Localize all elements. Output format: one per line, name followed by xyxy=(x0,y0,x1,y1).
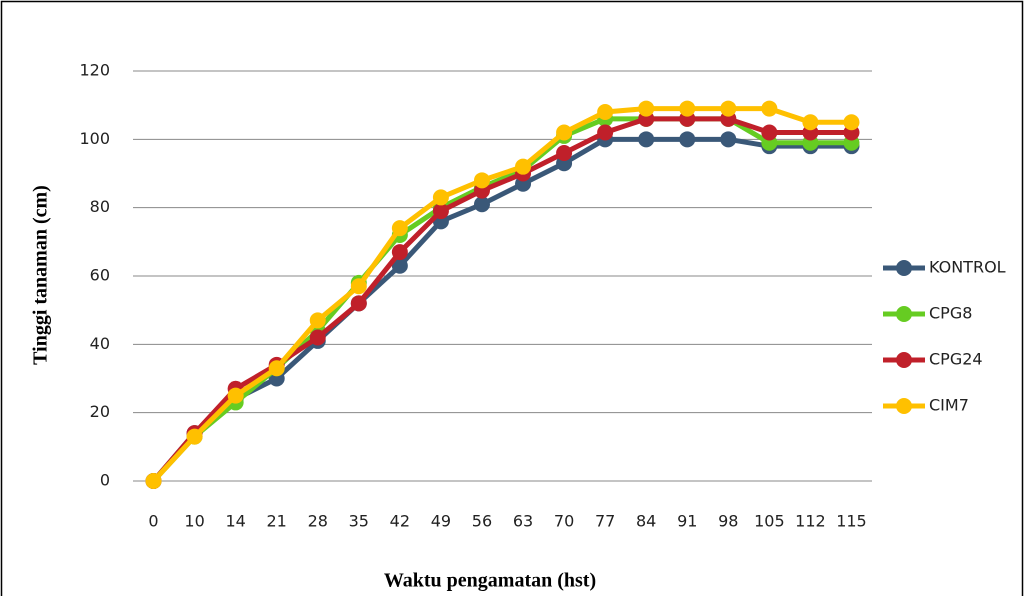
marker xyxy=(761,101,777,117)
y-tick-label: 120 xyxy=(79,61,110,80)
marker xyxy=(720,131,736,147)
x-tick-label: 21 xyxy=(267,512,287,531)
legend-marker xyxy=(896,398,912,414)
frame xyxy=(2,2,1023,596)
marker xyxy=(392,244,408,260)
marker xyxy=(761,125,777,141)
marker xyxy=(433,203,449,219)
marker xyxy=(310,312,326,328)
x-tick-label: 49 xyxy=(431,512,451,531)
series-line xyxy=(154,139,852,481)
x-axis-title: Waktu pengamatan (hst) xyxy=(384,570,596,592)
legend-label: KONTROL xyxy=(929,258,1006,277)
marker xyxy=(720,101,736,117)
marker xyxy=(351,278,367,294)
y-tick-label: 60 xyxy=(90,266,110,285)
legend-label: CIM7 xyxy=(929,396,969,415)
marker xyxy=(228,388,244,404)
marker xyxy=(474,196,490,212)
marker xyxy=(802,114,818,130)
marker xyxy=(515,159,531,175)
marker xyxy=(597,104,613,120)
marker xyxy=(351,295,367,311)
marker xyxy=(679,101,695,117)
legend-marker xyxy=(896,352,912,368)
x-tick-label: 42 xyxy=(390,512,410,531)
marker xyxy=(638,101,654,117)
x-tick-label: 115 xyxy=(836,512,867,531)
marker xyxy=(474,172,490,188)
x-tick-label: 10 xyxy=(184,512,204,531)
y-tick-label: 100 xyxy=(79,129,110,148)
x-tick-label: 112 xyxy=(795,512,826,531)
y-tick-label: 80 xyxy=(90,197,110,216)
marker xyxy=(146,473,162,489)
y-tick-label: 0 xyxy=(100,471,110,490)
marker xyxy=(556,145,572,161)
marker xyxy=(556,125,572,141)
legend-marker xyxy=(896,306,912,322)
legend-marker xyxy=(896,260,912,276)
marker xyxy=(597,125,613,141)
chart: Tinggi tanaman (cm) Waktu pengamatan (hs… xyxy=(0,0,1025,596)
x-tick-label: 84 xyxy=(636,512,656,531)
marker xyxy=(310,330,326,346)
y-tick-label: 20 xyxy=(90,402,110,421)
x-tick-label: 28 xyxy=(308,512,328,531)
legend-label: CPG8 xyxy=(929,304,972,323)
x-tick-label: 35 xyxy=(349,512,369,531)
x-tick-label: 56 xyxy=(472,512,492,531)
legend-label: CPG24 xyxy=(929,350,983,369)
y-axis-title: Tinggi tanaman (cm) xyxy=(30,185,52,365)
x-tick-label: 91 xyxy=(677,512,697,531)
marker xyxy=(843,114,859,130)
marker xyxy=(679,131,695,147)
marker xyxy=(638,131,654,147)
marker xyxy=(269,360,285,376)
series-line xyxy=(154,109,852,481)
x-tick-label: 98 xyxy=(718,512,738,531)
x-tick-label: 105 xyxy=(754,512,785,531)
x-tick-label: 77 xyxy=(595,512,615,531)
marker xyxy=(392,220,408,236)
x-tick-label: 70 xyxy=(554,512,574,531)
y-tick-label: 40 xyxy=(90,334,110,353)
x-tick-label: 0 xyxy=(148,512,158,531)
marker xyxy=(433,189,449,205)
x-tick-label: 14 xyxy=(225,512,245,531)
x-tick-label: 63 xyxy=(513,512,533,531)
marker xyxy=(187,429,203,445)
